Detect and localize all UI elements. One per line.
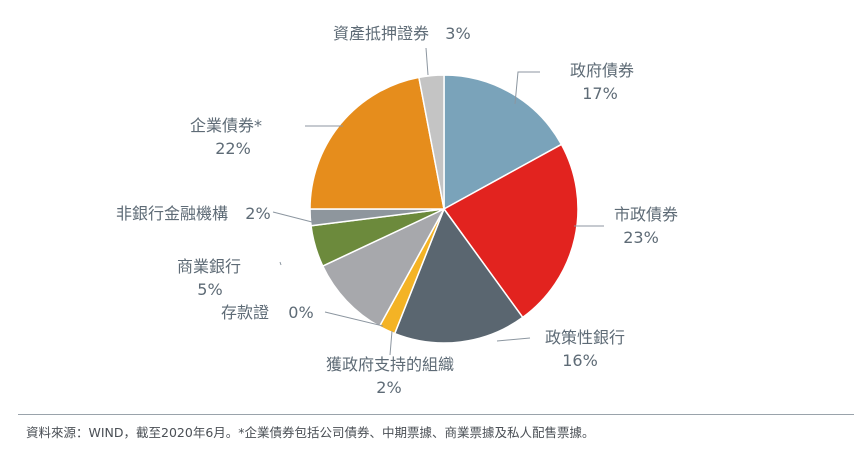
leader-line-govt-supported bbox=[389, 330, 393, 356]
leader-lines bbox=[272, 47, 604, 356]
slice-value-commercial-bank: 5% bbox=[197, 280, 222, 299]
slice-labels: 政府債券 17% 市政債券 23% 政策性銀行 16% 獲政府支持的組織 2% … bbox=[116, 24, 678, 397]
slice-value-municipal: 23% bbox=[623, 228, 659, 247]
pie-slice-1 bbox=[443, 74, 563, 211]
pie-slice-9 bbox=[309, 76, 445, 210]
slice-value-policy-bank: 16% bbox=[562, 351, 598, 370]
leader-line-nonbank bbox=[272, 211, 313, 223]
slice-label-commercial-bank: 商業銀行 bbox=[177, 257, 241, 276]
leader-line-commercial-bank bbox=[279, 261, 282, 266]
slice-value-abs: 3% bbox=[445, 24, 470, 43]
slice-value-govt-supported: 2% bbox=[376, 378, 401, 397]
slice-label-nonbank: 非銀行金融機構 bbox=[116, 204, 228, 223]
slice-label-municipal: 市政債券 bbox=[614, 205, 678, 224]
slice-label-corporate: 企業債券* bbox=[190, 116, 262, 135]
leader-line-cd bbox=[324, 311, 384, 327]
slice-label-abs: 資產抵押證券 bbox=[333, 24, 429, 43]
source-note: 資料來源：WIND，截至2020年6月。*企業債券包括公司債券、中期票據、商業票… bbox=[26, 425, 595, 440]
footer-divider bbox=[18, 414, 854, 415]
slice-value-cd: 0% bbox=[288, 303, 313, 322]
slice-label-policy-bank: 政策性銀行 bbox=[545, 328, 625, 347]
slice-value-corporate: 22% bbox=[215, 139, 251, 158]
pie-chart: 政府債券 17% 市政債券 23% 政策性銀行 16% 獲政府支持的組織 2% … bbox=[116, 24, 678, 397]
pie-slice-10 bbox=[418, 74, 445, 210]
leader-line-policy-bank bbox=[496, 337, 531, 342]
slice-value-govt: 17% bbox=[582, 84, 618, 103]
slice-value-nonbank: 2% bbox=[245, 204, 270, 223]
slice-label-cd: 存款證 bbox=[221, 303, 269, 322]
pie-slice-6 bbox=[321, 207, 446, 328]
pie-slices bbox=[309, 74, 579, 344]
leader-line-govt bbox=[514, 71, 540, 105]
pie-slice-3 bbox=[393, 207, 524, 344]
pie-slice-2 bbox=[442, 143, 579, 319]
slice-label-govt-supported: 獲政府支持的組織 bbox=[326, 355, 454, 374]
slice-label-govt: 政府債券 bbox=[570, 61, 634, 80]
leader-line-abs bbox=[425, 47, 429, 76]
